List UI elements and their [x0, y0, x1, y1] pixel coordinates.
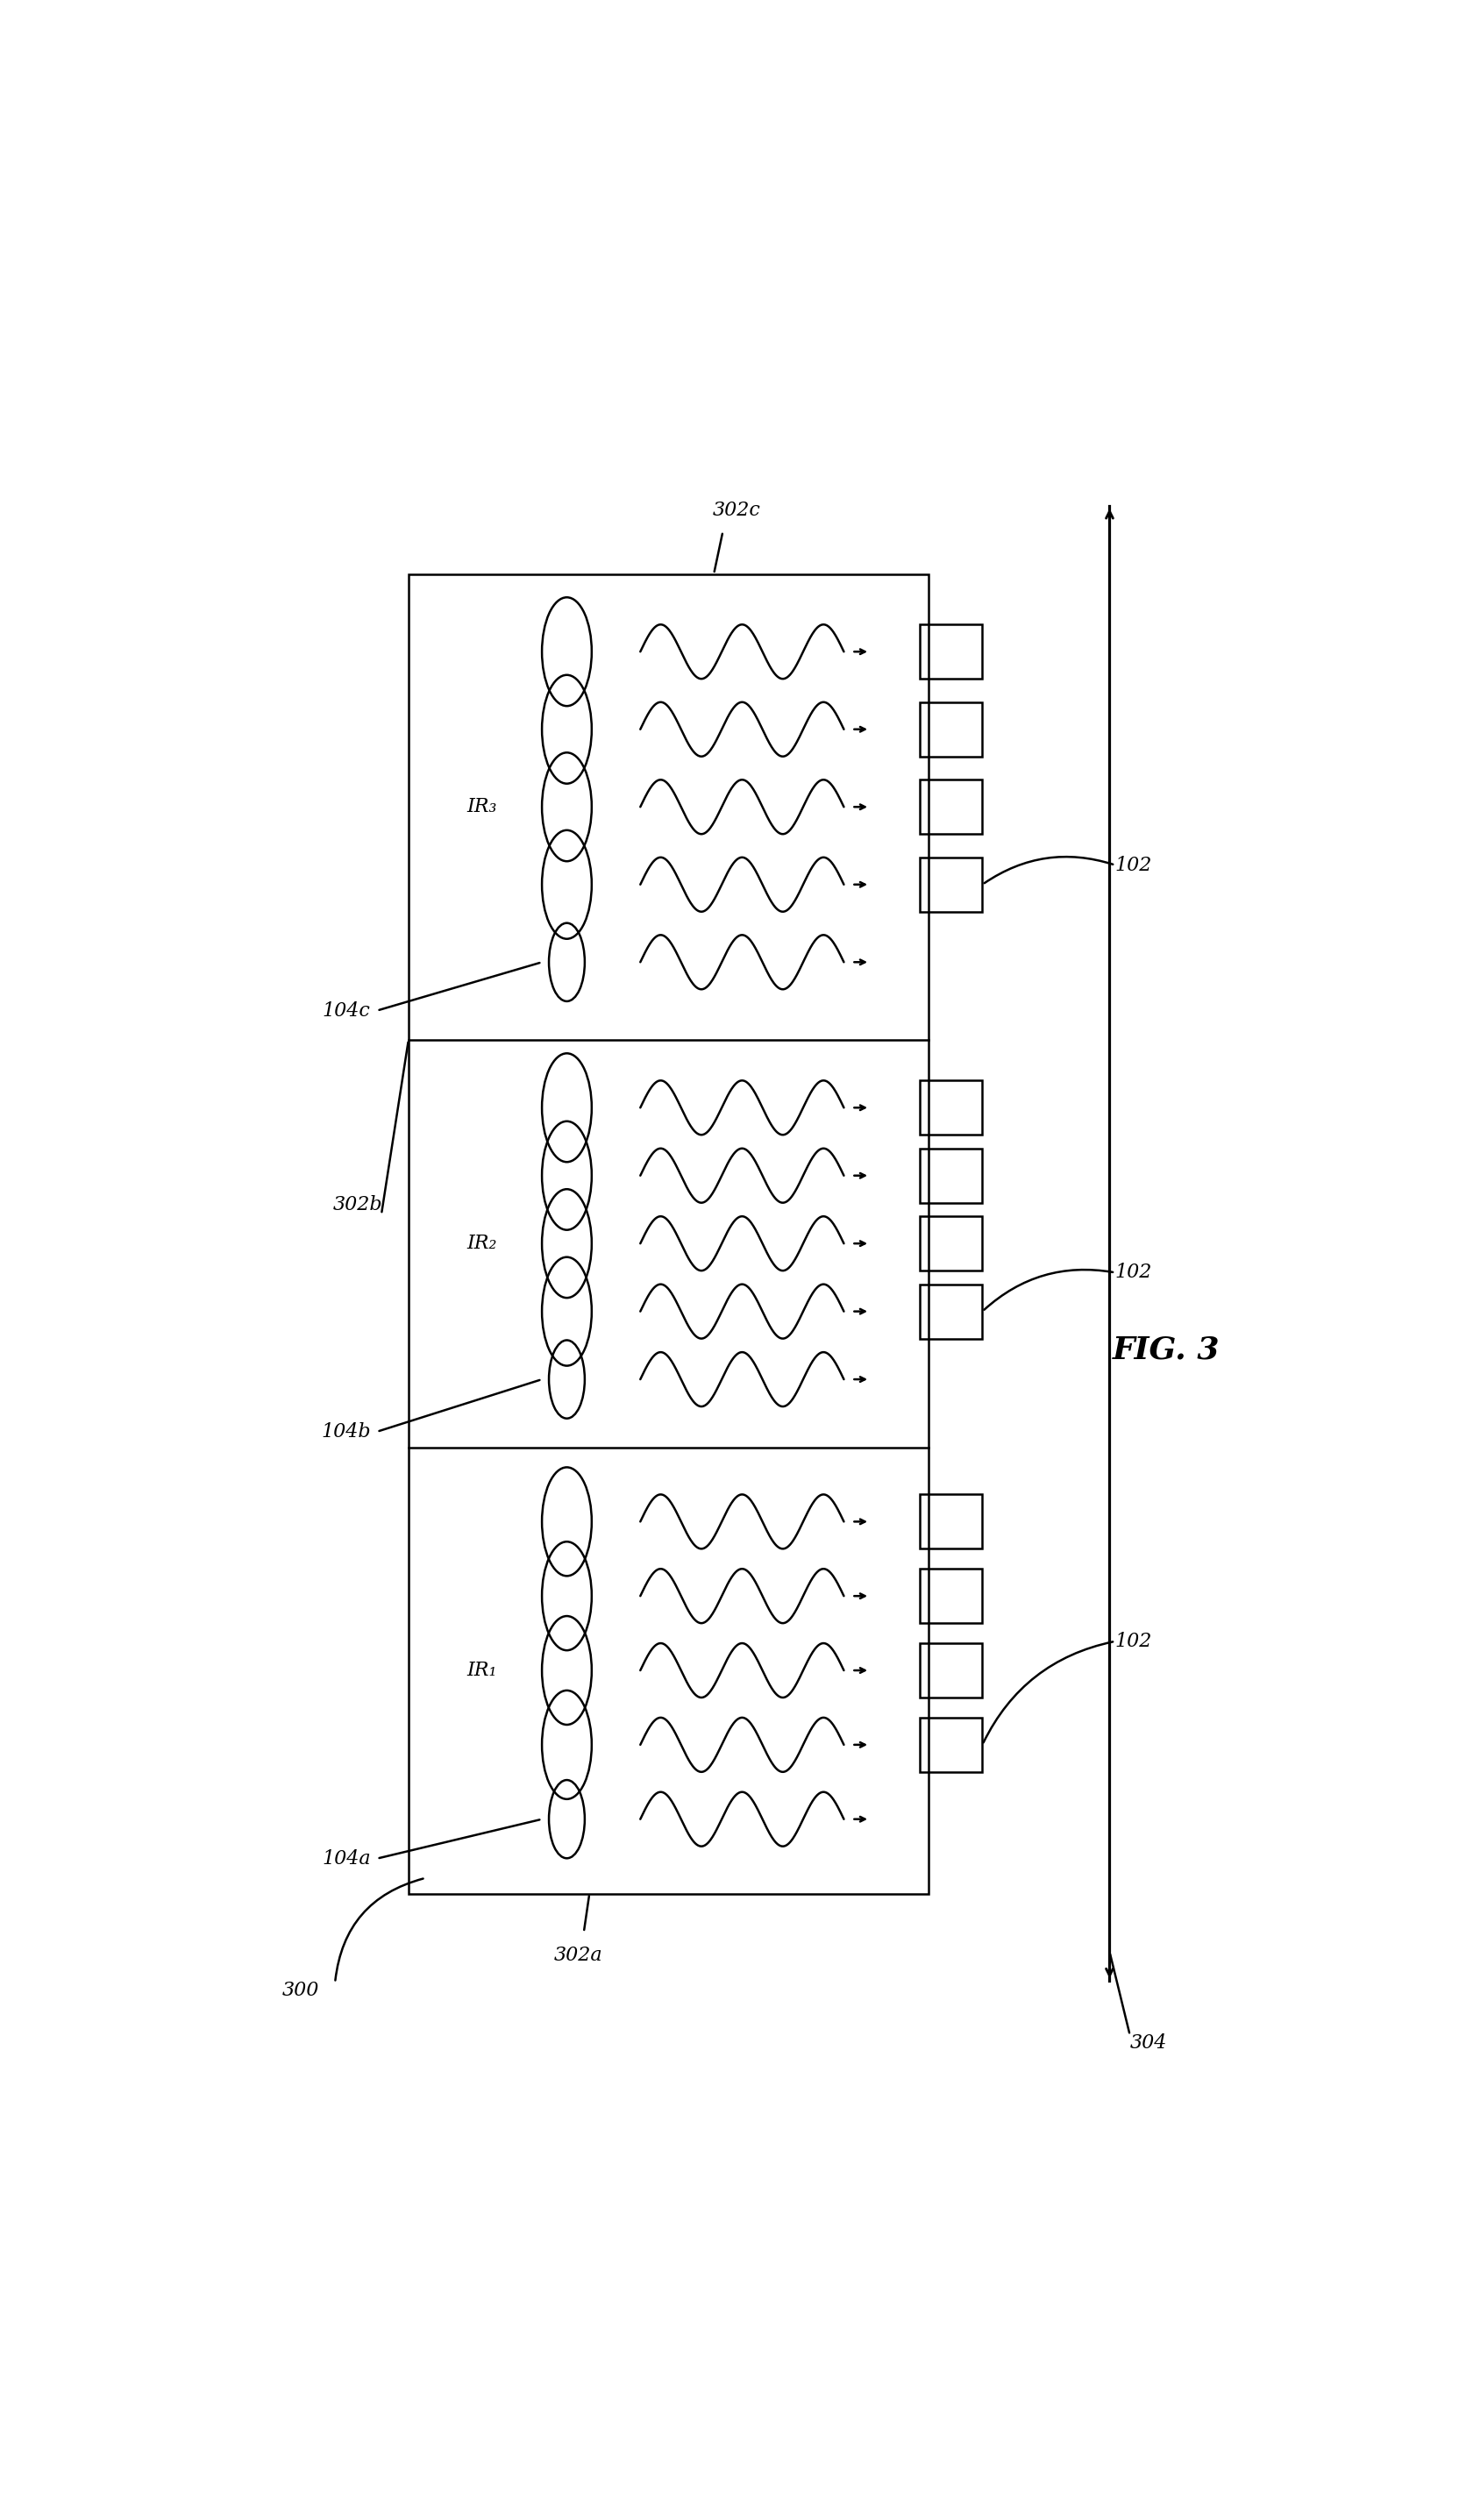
Bar	[921, 1217, 982, 1270]
Text: 304: 304	[1129, 2034, 1167, 2054]
Bar	[921, 1494, 982, 1550]
Text: IR₁: IR₁	[467, 1661, 498, 1681]
Text: 104b: 104b	[321, 1421, 371, 1441]
Bar	[921, 703, 982, 756]
Text: 302c: 302c	[712, 501, 760, 519]
Text: IR₂: IR₂	[467, 1235, 498, 1252]
Text: 302a: 302a	[554, 1945, 603, 1966]
Text: 102: 102	[1115, 1630, 1153, 1651]
Bar	[921, 625, 982, 678]
Text: 104a: 104a	[322, 1850, 371, 1867]
Text: FIG. 3: FIG. 3	[1112, 1336, 1220, 1366]
Bar	[921, 779, 982, 834]
Bar	[921, 1719, 982, 1772]
Bar	[921, 1570, 982, 1623]
Bar	[921, 1285, 982, 1338]
Text: 104c: 104c	[322, 1000, 371, 1021]
Text: IR₃: IR₃	[467, 796, 498, 816]
Text: 102: 102	[1115, 1263, 1153, 1283]
Text: 302b: 302b	[333, 1194, 382, 1215]
Bar	[921, 1081, 982, 1134]
Bar	[921, 1643, 982, 1698]
Bar	[409, 575, 929, 1893]
Bar	[921, 1149, 982, 1202]
Text: 300: 300	[283, 1981, 320, 2001]
Text: 102: 102	[1115, 854, 1153, 874]
Bar	[921, 857, 982, 912]
